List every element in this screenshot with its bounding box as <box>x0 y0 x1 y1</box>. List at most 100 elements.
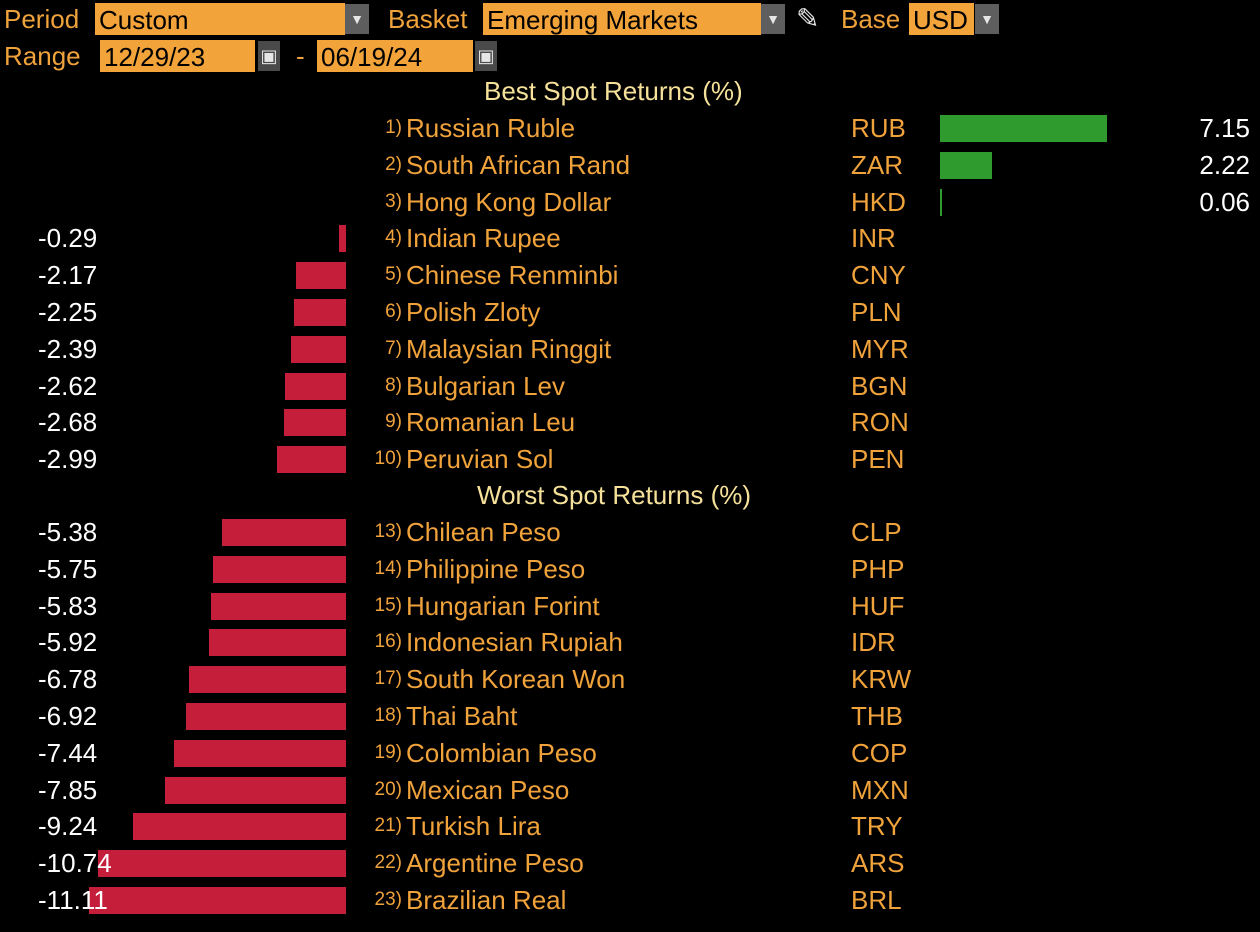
list-item[interactable]: -5.75 14) Philippine Peso PHP <box>0 551 1260 587</box>
list-item[interactable]: 7.15 1) Russian Ruble RUB <box>0 110 1260 146</box>
list-item[interactable]: -6.92 18) Thai Baht THB <box>0 698 1260 734</box>
negative-return-bar <box>339 225 346 253</box>
list-item[interactable]: -5.83 15) Hungarian Forint HUF <box>0 588 1260 624</box>
pencil-icon[interactable]: ✎ <box>796 3 820 34</box>
negative-return-bar <box>284 409 346 437</box>
currency-name[interactable]: Turkish Lira <box>406 811 541 842</box>
basket-label: Basket <box>388 4 468 34</box>
currency-code: RON <box>851 407 909 438</box>
currency-code: ARS <box>851 848 905 879</box>
range-start-calendar-icon[interactable]: ▣ <box>258 41 280 71</box>
negative-return-bar <box>174 739 346 767</box>
currency-name[interactable]: Hungarian Forint <box>406 590 600 621</box>
rank-number: 16) <box>374 631 402 653</box>
currency-name[interactable]: Argentine Peso <box>406 848 584 879</box>
negative-return-bar <box>285 372 346 400</box>
return-value: -10.74 <box>38 848 112 879</box>
currency-name[interactable]: South Korean Won <box>406 664 626 695</box>
range-start-input[interactable]: 12/29/23 <box>100 40 255 72</box>
return-value: -7.85 <box>38 774 98 805</box>
currency-code: KRW <box>851 664 912 695</box>
list-item[interactable]: -2.39 7) Malaysian Ringgit MYR <box>0 331 1260 367</box>
currency-name[interactable]: Thai Baht <box>406 701 518 731</box>
list-item[interactable]: -2.25 6) Polish Zloty PLN <box>0 294 1260 330</box>
currency-code: THB <box>851 701 903 731</box>
base-select[interactable]: USD <box>909 3 974 35</box>
currency-name[interactable]: Philippine Peso <box>406 553 586 584</box>
currency-code: HUF <box>851 590 905 621</box>
currency-name[interactable]: Hong Kong Dollar <box>406 186 612 217</box>
rank-number: 9) <box>385 411 402 433</box>
currency-name[interactable]: Indonesian Rupiah <box>406 627 623 658</box>
return-value: -2.39 <box>38 333 98 364</box>
currency-name[interactable]: Chilean Peso <box>406 517 561 547</box>
negative-return-bar <box>186 703 346 730</box>
return-value: -2.62 <box>38 370 98 401</box>
range-separator: - <box>296 41 305 71</box>
list-item[interactable]: -2.17 5) Chinese Renminbi CNY <box>0 257 1260 293</box>
currency-code: ZAR <box>851 149 903 180</box>
list-item[interactable]: -6.78 17) South Korean Won KRW <box>0 661 1260 697</box>
list-item[interactable]: -2.99 10) Peruvian Sol PEN <box>0 441 1260 477</box>
rank-number: 14) <box>374 557 402 579</box>
negative-return-bar <box>164 776 346 804</box>
rank-number: 1) <box>385 117 402 138</box>
negative-return-bar <box>221 519 346 546</box>
range-end-calendar-icon[interactable]: ▣ <box>475 41 497 71</box>
currency-code: CNY <box>851 260 906 291</box>
currency-name[interactable]: Romanian Leu <box>406 407 576 438</box>
positive-return-bar <box>940 188 942 216</box>
currency-name[interactable]: Brazilian Real <box>406 885 567 915</box>
currency-name[interactable]: Colombian Peso <box>406 737 597 768</box>
list-item[interactable]: -7.44 19) Colombian Peso COP <box>0 735 1260 771</box>
currency-name[interactable]: Polish Zloty <box>406 297 541 327</box>
currency-name[interactable]: South African Rand <box>406 149 631 180</box>
return-value: 2.22 <box>1199 149 1250 180</box>
list-item[interactable]: 2.22 2) South African Rand ZAR <box>0 147 1260 183</box>
list-item[interactable]: -7.85 20) Mexican Peso MXN <box>0 772 1260 808</box>
range-end-input[interactable]: 06/19/24 <box>317 40 473 72</box>
currency-code: MXN <box>851 774 909 805</box>
list-item[interactable]: -2.68 9) Romanian Leu RON <box>0 404 1260 440</box>
return-value: 0.06 <box>1199 186 1250 217</box>
list-item[interactable]: -9.24 21) Turkish Lira TRY <box>0 808 1260 844</box>
period-dropdown-icon[interactable]: ▼ <box>345 4 369 34</box>
currency-name[interactable]: Bulgarian Lev <box>406 370 565 401</box>
list-item[interactable]: -2.62 8) Bulgarian Lev BGN <box>0 368 1260 404</box>
return-value: -2.25 <box>38 297 98 327</box>
basket-select[interactable]: Emerging Markets <box>483 3 761 35</box>
currency-code: BRL <box>851 885 902 915</box>
return-value: -0.29 <box>38 223 98 254</box>
rank-number: 2) <box>385 153 402 175</box>
return-value: -2.99 <box>38 444 98 475</box>
currency-name[interactable]: Russian Ruble <box>406 113 576 143</box>
list-item[interactable]: -11.11 23) Brazilian Real BRL <box>0 882 1260 918</box>
return-value: 7.15 <box>1199 113 1250 143</box>
basket-dropdown-icon[interactable]: ▼ <box>761 4 785 34</box>
base-dropdown-icon[interactable]: ▼ <box>975 4 999 34</box>
return-value: -7.44 <box>38 737 98 768</box>
negative-return-bar <box>295 262 346 290</box>
negative-return-bar <box>294 299 346 326</box>
currency-code: PHP <box>851 553 905 584</box>
currency-name[interactable]: Indian Rupee <box>406 223 561 254</box>
rank-number: 23) <box>374 889 402 910</box>
currency-name[interactable]: Chinese Renminbi <box>406 260 619 291</box>
return-value: -5.92 <box>38 627 98 658</box>
currency-name[interactable]: Mexican Peso <box>406 774 570 805</box>
list-item[interactable]: -5.38 13) Chilean Peso CLP <box>0 514 1260 550</box>
list-item[interactable]: 0.06 3) Hong Kong Dollar HKD <box>0 184 1260 220</box>
period-select[interactable]: Custom <box>95 3 345 35</box>
rank-number: 10) <box>374 448 402 470</box>
currency-name[interactable]: Peruvian Sol <box>406 444 554 475</box>
return-value: -11.11 <box>38 885 108 915</box>
worst-returns-title: Worst Spot Returns (%) <box>477 480 752 510</box>
currency-code: PLN <box>851 297 902 327</box>
list-item[interactable]: -0.29 4) Indian Rupee INR <box>0 220 1260 256</box>
rank-number: 21) <box>374 815 402 837</box>
currency-name[interactable]: Malaysian Ringgit <box>406 333 612 364</box>
return-value: -5.83 <box>38 590 98 621</box>
list-item[interactable]: -5.92 16) Indonesian Rupiah IDR <box>0 624 1260 660</box>
list-item[interactable]: -10.74 22) Argentine Peso ARS <box>0 845 1260 881</box>
